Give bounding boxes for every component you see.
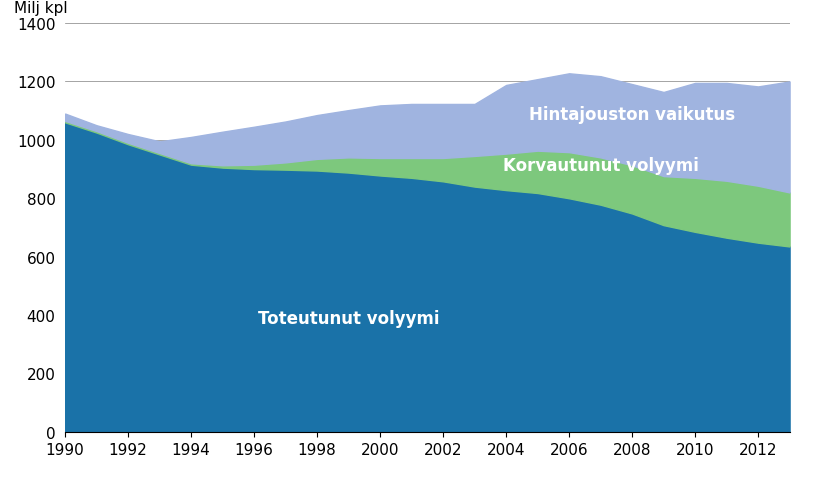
Text: Hintajouston vaikutus: Hintajouston vaikutus: [529, 106, 735, 123]
Text: Milj kpl: Milj kpl: [15, 1, 68, 16]
Text: Korvautunut volyymi: Korvautunut volyymi: [503, 156, 698, 174]
Text: Toteutunut volyymi: Toteutunut volyymi: [258, 310, 440, 327]
